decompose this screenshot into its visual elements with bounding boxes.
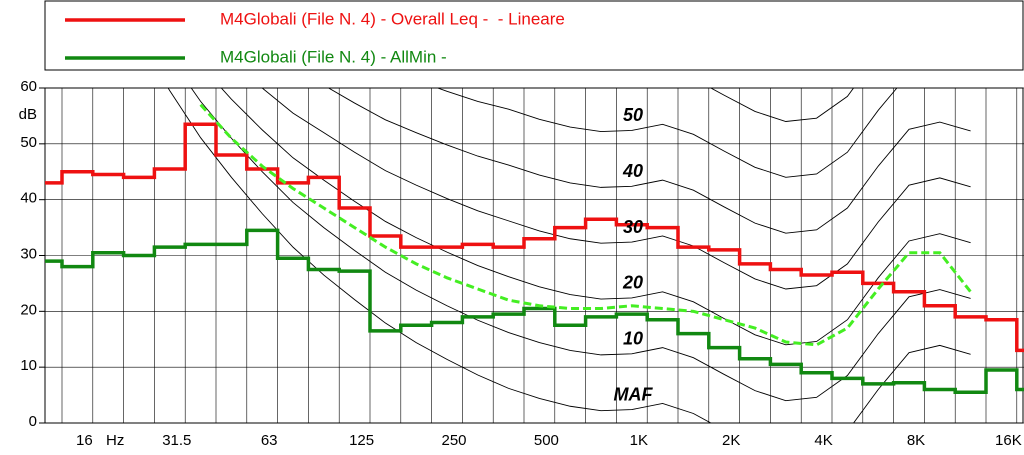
contour-line	[220, 88, 971, 346]
y-tick-label: 30	[20, 245, 37, 262]
contours	[167, 88, 971, 423]
y-tick-label: 60	[20, 78, 37, 95]
contour-line	[327, 88, 971, 234]
contour-line	[167, 88, 971, 423]
x-tick-label: 250	[441, 432, 466, 449]
legend-label: M4Globali (File N. 4) - AllMin -	[220, 47, 447, 66]
x-tick-label: 16K	[995, 432, 1022, 449]
x-tick-label: 1K	[630, 432, 648, 449]
contour-line	[436, 88, 898, 178]
contour-label: MAF	[614, 384, 654, 404]
series	[45, 103, 1024, 395]
x-tick-label: 2K	[722, 432, 740, 449]
y-axis-label: dB	[19, 106, 37, 123]
contour-label: 50	[623, 105, 643, 125]
y-tick-label: 0	[29, 413, 37, 430]
contour-line	[190, 88, 971, 402]
legend-box	[44, 0, 1024, 71]
y-tick-label: 40	[20, 190, 37, 207]
step-line	[45, 122, 1024, 353]
x-tick-label: Hz	[106, 432, 124, 449]
x-tick-label: 125	[349, 432, 374, 449]
contour-line	[261, 88, 971, 290]
y-tick-label: 20	[20, 301, 37, 318]
x-tick-label: 500	[534, 432, 559, 449]
x-tick-label: 31.5	[162, 432, 191, 449]
contour-label: 30	[623, 217, 643, 237]
contour-label: 20	[622, 273, 643, 293]
x-tick-label: 8K	[907, 432, 925, 449]
x-tick-label: 16	[76, 432, 93, 449]
x-tick-label: 4K	[814, 432, 832, 449]
contour-label: 40	[622, 161, 643, 181]
y-tick-label: 50	[20, 134, 37, 151]
labels: 0 10 20 30 40 50 60 dB 16 Hz 31.5 63 125 250 500 1K 2K 4K…	[19, 78, 1022, 449]
threshold-line	[199, 103, 972, 347]
y-tick-label: 10	[20, 357, 37, 374]
x-tick-label: 63	[261, 432, 278, 449]
contour-line	[709, 88, 855, 122]
contour-label: 10	[623, 329, 643, 349]
legend-label: M4Globali (File N. 4) - Overall Leq - - …	[220, 9, 565, 28]
